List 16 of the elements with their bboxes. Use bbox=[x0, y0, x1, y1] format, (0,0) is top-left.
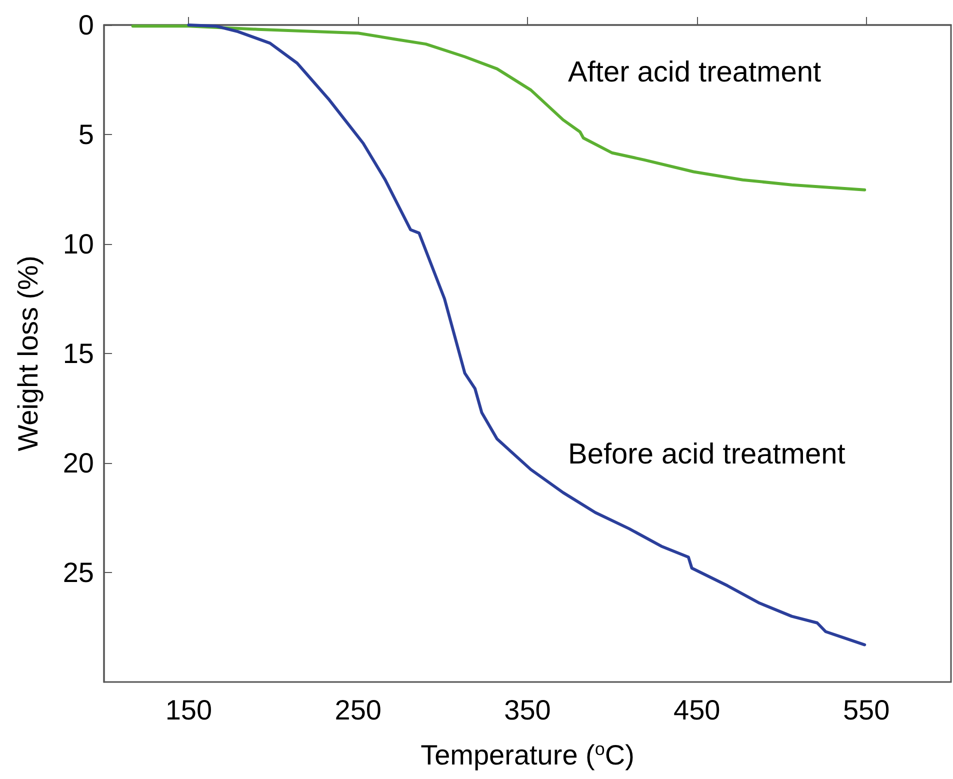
x-tick-label: 450 bbox=[674, 694, 720, 726]
y-tick-label: 0 bbox=[78, 10, 94, 40]
y-axis-title: Weight loss (%) bbox=[12, 256, 44, 452]
x-tick-label: 250 bbox=[334, 694, 382, 726]
series-label: After acid treatment bbox=[568, 56, 822, 88]
series-label: Before acid treatment bbox=[568, 438, 846, 470]
y-tick-label: 10 bbox=[62, 228, 94, 260]
x-tick-label: 550 bbox=[842, 694, 890, 726]
line-series bbox=[131, 24, 866, 192]
x-tick-label: 150 bbox=[165, 694, 212, 726]
x-tick-label: 350 bbox=[504, 694, 551, 726]
y-tick-label: 5 bbox=[78, 119, 94, 150]
y-tick-label: 15 bbox=[62, 338, 94, 369]
y-tick-label: 25 bbox=[62, 557, 94, 588]
line-series bbox=[187, 24, 866, 646]
y-tick-label: 20 bbox=[62, 448, 94, 478]
